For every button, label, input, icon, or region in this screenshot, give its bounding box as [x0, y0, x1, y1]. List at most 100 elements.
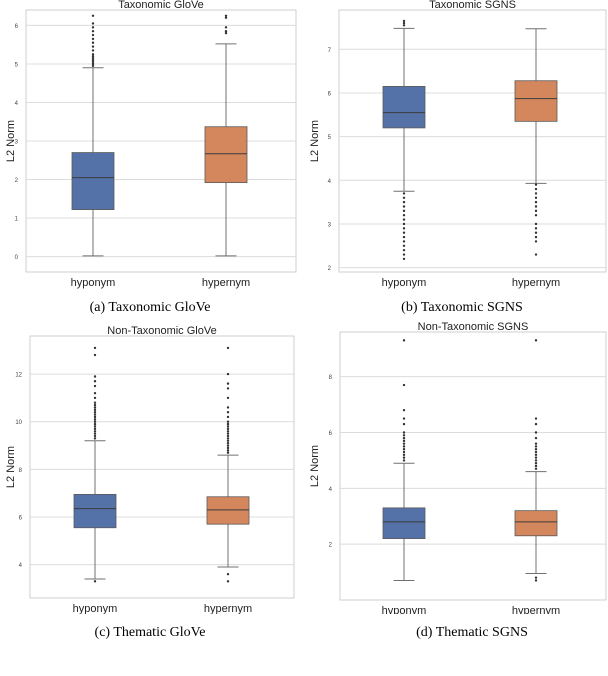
- outlier-point: [402, 436, 406, 440]
- outlier-point: [226, 372, 230, 376]
- outlier-point: [91, 58, 95, 62]
- outlier-point: [534, 431, 538, 434]
- x-tick-label: hyponym: [71, 277, 116, 289]
- outlier-point: [402, 417, 406, 420]
- caption-c: (c) Thematic GloVe: [94, 625, 206, 640]
- outlier-point: [534, 467, 538, 470]
- outlier-point: [402, 209, 406, 213]
- outlier-point: [534, 464, 538, 468]
- chart-svg: 2 3 4 5 6 7 Taxonomic SGNS L2 Norm hyponym hypern…: [309, 0, 607, 289]
- outlier-point: [93, 415, 97, 419]
- outlier-point: [402, 235, 406, 239]
- outlier-point: [226, 434, 230, 438]
- caption-d: (d) Thematic SGNS: [416, 625, 528, 640]
- outlier-point: [402, 205, 406, 208]
- caption-b: (b) Taxonomic SGNS: [401, 300, 523, 315]
- y-tick-label: 5: [328, 135, 332, 141]
- outlier-point: [93, 413, 97, 416]
- outlier-point: [402, 244, 406, 247]
- outlier-point: [93, 432, 97, 435]
- outlier-point: [93, 425, 97, 428]
- y-tick-label: 3: [15, 140, 19, 146]
- y-tick-label: 6: [329, 431, 333, 437]
- outlier-point: [91, 33, 95, 37]
- outlier-point: [226, 437, 230, 440]
- chart-svg: 0 1 2 3 4 5 6 Taxonomic GloVe L2 Norm hyponym hype…: [5, 0, 297, 289]
- outlier-point: [534, 187, 538, 191]
- outlier-point: [93, 375, 97, 378]
- outlier-point: [93, 406, 97, 409]
- chart-thematic-sgns: 2 4 6 8 Non-Taxonomic SGNS L2 Norm hyponym hype…: [304, 321, 608, 617]
- outlier-point: [534, 453, 538, 457]
- outlier-point: [402, 442, 406, 445]
- x-tick-label: hyponym: [73, 603, 118, 614]
- x-tick-label: hypernym: [512, 605, 560, 614]
- y-tick-label: 12: [15, 373, 22, 379]
- y-tick-label: 2: [328, 266, 332, 272]
- outlier-point: [226, 432, 230, 435]
- y-tick-label: 2: [329, 543, 333, 549]
- outlier-point: [226, 382, 230, 385]
- plot-frame: [338, 9, 607, 273]
- y-tick-label: 3: [328, 222, 332, 228]
- outlier-point: [226, 415, 230, 419]
- outlier-point: [226, 387, 230, 390]
- x-tick-label: hyponym: [382, 277, 427, 289]
- outlier-point: [402, 445, 406, 448]
- outlier-point: [93, 380, 97, 383]
- caption-a: (a) Taxonomic GloVe: [89, 300, 211, 315]
- y-tick-label: 7: [328, 48, 332, 54]
- box-hypernym: [514, 80, 558, 122]
- outlier-point: [402, 450, 406, 454]
- outlier-point: [224, 29, 228, 33]
- outlier-point: [93, 346, 97, 350]
- outlier-point: [93, 396, 97, 400]
- outlier-point: [534, 448, 538, 451]
- outlier-point: [91, 37, 95, 41]
- outlier-point: [402, 253, 406, 256]
- outlier-point: [93, 418, 97, 421]
- outlier-point: [534, 209, 538, 213]
- outlier-point: [226, 451, 230, 454]
- y-axis-label: L2 Norm: [5, 120, 17, 162]
- chart-title: Taxonomic GloVe: [118, 0, 204, 11]
- outlier-point: [402, 439, 406, 443]
- outlier-point: [534, 456, 538, 459]
- outlier-point: [91, 60, 95, 64]
- outlier-point: [534, 240, 538, 243]
- outlier-point: [93, 580, 97, 583]
- outlier-point: [91, 62, 95, 66]
- outlier-point: [91, 49, 95, 52]
- outlier-point: [93, 430, 97, 433]
- outlier-point: [534, 183, 538, 186]
- outlier-point: [226, 422, 230, 426]
- outlier-point: [534, 462, 538, 465]
- outlier-point: [534, 450, 538, 454]
- outlier-point: [226, 396, 230, 400]
- outlier-point: [402, 19, 406, 23]
- outlier-point: [226, 444, 230, 447]
- outlier-point: [402, 200, 406, 204]
- y-tick-label: 4: [15, 101, 19, 107]
- y-tick-label: 10: [15, 420, 22, 426]
- outlier-point: [402, 24, 406, 27]
- outlier-point: [93, 437, 97, 440]
- outlier-point: [534, 192, 538, 195]
- chart-title: Non-Taxonomic SGNS: [418, 322, 529, 333]
- outlier-point: [226, 425, 230, 428]
- y-tick-label: 8: [329, 375, 333, 381]
- chart-svg: 4 6 8 10 12 Non-Taxonomic GloVe L2 Norm hyponym…: [5, 325, 295, 615]
- y-tick-label: 6: [15, 24, 19, 30]
- outlier-point: [402, 383, 406, 387]
- outlier-point: [93, 411, 97, 414]
- outlier-point: [402, 431, 406, 434]
- outlier-point: [402, 231, 406, 234]
- outlier-point: [93, 427, 97, 431]
- y-tick-label: 6: [19, 516, 23, 522]
- outlier-point: [534, 235, 538, 239]
- outlier-point: [402, 339, 406, 342]
- outlier-point: [534, 579, 538, 582]
- y-axis-label: L2 Norm: [5, 446, 17, 488]
- outlier-point: [534, 231, 538, 234]
- outlier-point: [93, 353, 97, 357]
